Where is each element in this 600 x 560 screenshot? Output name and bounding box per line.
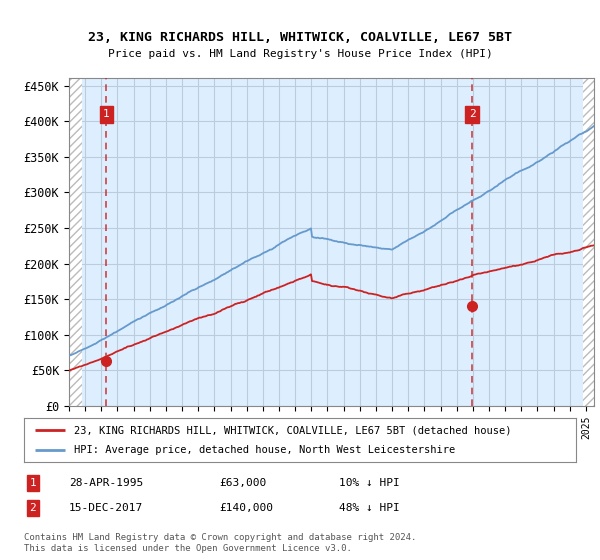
Text: 48% ↓ HPI: 48% ↓ HPI (339, 503, 400, 513)
Text: 1: 1 (29, 478, 37, 488)
Text: 2: 2 (29, 503, 37, 513)
Text: Price paid vs. HM Land Registry's House Price Index (HPI): Price paid vs. HM Land Registry's House … (107, 49, 493, 59)
Text: 2: 2 (469, 109, 476, 119)
Text: 23, KING RICHARDS HILL, WHITWICK, COALVILLE, LE67 5BT: 23, KING RICHARDS HILL, WHITWICK, COALVI… (88, 31, 512, 44)
Text: 15-DEC-2017: 15-DEC-2017 (69, 503, 143, 513)
Text: 10% ↓ HPI: 10% ↓ HPI (339, 478, 400, 488)
Text: 23, KING RICHARDS HILL, WHITWICK, COALVILLE, LE67 5BT (detached house): 23, KING RICHARDS HILL, WHITWICK, COALVI… (74, 425, 511, 435)
Text: 28-APR-1995: 28-APR-1995 (69, 478, 143, 488)
Text: 1: 1 (103, 109, 110, 119)
Text: £63,000: £63,000 (219, 478, 266, 488)
Text: £140,000: £140,000 (219, 503, 273, 513)
Text: HPI: Average price, detached house, North West Leicestershire: HPI: Average price, detached house, Nort… (74, 445, 455, 455)
Text: Contains HM Land Registry data © Crown copyright and database right 2024.
This d: Contains HM Land Registry data © Crown c… (24, 533, 416, 553)
